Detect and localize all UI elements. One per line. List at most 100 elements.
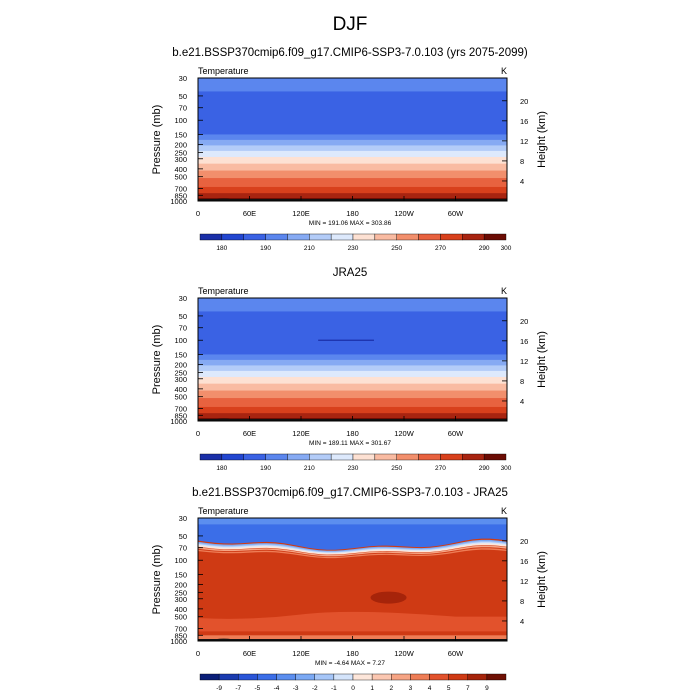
pressure-tick-label: 200: [174, 141, 187, 150]
colorbar-label: 0: [351, 685, 355, 692]
colorbar-swatch: [221, 453, 244, 461]
colorbar-swatch: [396, 233, 419, 241]
lon-tick-label: 60W: [448, 649, 464, 658]
colorbar-label: 270: [435, 465, 446, 472]
colorbar: 180 190 210 230 250 270 290 300: [199, 233, 512, 252]
temp-band-6: [198, 150, 507, 158]
temp-band-8: [198, 383, 507, 392]
temp-band-4: [198, 139, 507, 146]
panel-title: b.e21.BSSP370cmip6.f09_g17.CMIP6-SSP3-7.…: [172, 47, 528, 59]
pressure-tick-label: 400: [174, 165, 187, 174]
height-tick-label: 8: [520, 597, 524, 606]
temp-band-5: [198, 145, 507, 152]
lon-tick-label: 60W: [448, 209, 464, 218]
lon-tick-label: 60E: [243, 429, 256, 438]
colorbar-swatch: [396, 453, 419, 461]
contour-field: [198, 298, 507, 421]
pressure-tick-label: 700: [174, 404, 187, 413]
lon-tick-label: 180: [346, 209, 359, 218]
pressure-tick-label: 850: [174, 191, 187, 200]
pressure-tick-label: 150: [174, 130, 187, 139]
temp-band-3: [198, 354, 507, 361]
colorbar-label: 5: [447, 685, 451, 692]
pressure-tick-label: 30: [179, 74, 187, 83]
pressure-tick-label: 250: [174, 588, 187, 597]
height-tick-label: 8: [520, 157, 524, 166]
colorbar-swatch: [287, 453, 310, 461]
pressure-tick-label: 300: [174, 375, 187, 384]
diff-cold-stratosphere: [198, 518, 507, 550]
lon-tick-label: 0: [196, 649, 200, 658]
pressure-tick-label: 400: [174, 385, 187, 394]
temp-band-12: [198, 193, 507, 199]
temp-band-9: [198, 390, 507, 399]
temp-band-3: [198, 134, 507, 141]
diff-transition-3: [198, 543, 507, 555]
colorbar: -9 -7 -5 -4 -3 -2 -1 0 1 2 3 4 5 7 9: [199, 673, 507, 692]
height-tick-label: 12: [520, 357, 528, 366]
colorbar-swatch: [374, 233, 397, 241]
pressure-tick-label: 100: [174, 556, 187, 565]
diff-transition-5: [198, 548, 507, 559]
colorbar-label: 210: [304, 245, 315, 252]
temp-band-10: [198, 178, 507, 188]
pressure-tick-label: 100: [174, 116, 187, 125]
colorbar-swatch: [333, 673, 354, 681]
temp-band-11: [198, 186, 507, 194]
pressure-tick-label: 70: [179, 104, 187, 113]
temp-band-1: [198, 91, 507, 98]
lon-tick-label: 60W: [448, 429, 464, 438]
temp-band-8: [198, 163, 507, 172]
colorbar-label: -5: [254, 685, 260, 692]
temp-band-7: [198, 376, 507, 385]
colorbar-label: 230: [348, 245, 359, 252]
lon-tick-label: 0: [196, 429, 200, 438]
pressure-tick-label: 500: [174, 393, 187, 402]
temp-band-9: [198, 170, 507, 179]
y-axis-right-title: Height (km): [536, 111, 548, 168]
lon-tick-label: 120E: [292, 209, 310, 218]
y-axis-right-title: Height (km): [536, 551, 548, 608]
pressure-tick-label: 30: [179, 514, 187, 523]
lon-tick-label: 120W: [394, 209, 415, 218]
units-label: K: [501, 506, 507, 516]
height-tick-label: 4: [520, 177, 524, 186]
pressure-tick-label: 250: [174, 368, 187, 377]
colorbar-swatch: [440, 233, 463, 241]
y-axis-title: Pressure (mb): [151, 105, 163, 175]
pressure-tick-label: 500: [174, 173, 187, 182]
colorbar-swatch: [418, 233, 441, 241]
lon-tick-label: 60E: [243, 649, 256, 658]
colorbar-swatch: [418, 453, 441, 461]
height-tick-label: 20: [520, 97, 528, 106]
colorbar-swatch: [199, 453, 223, 461]
colorbar-swatch: [309, 453, 332, 461]
colorbar-label: 180: [216, 465, 227, 472]
lon-tick-label: 180: [346, 649, 359, 658]
pressure-tick-label: 200: [174, 361, 187, 370]
lon-tick-label: 0: [196, 209, 200, 218]
pressure-tick-label: 850: [174, 631, 187, 640]
colorbar-swatch: [314, 673, 335, 681]
colorbar-swatch: [243, 233, 266, 241]
temp-band-11: [198, 406, 507, 414]
colorbar-label: 2: [389, 685, 393, 692]
colorbar-label: 250: [391, 245, 402, 252]
colorbar-swatch: [352, 453, 376, 461]
lon-tick-label: 60E: [243, 209, 256, 218]
height-tick-label: 4: [520, 617, 524, 626]
colorbar-swatch: [295, 673, 315, 681]
colorbar-label: 180: [216, 245, 227, 252]
min-max-stats: MIN = -4.64 MAX = 7.27: [315, 660, 385, 667]
temp-band-5: [198, 365, 507, 372]
temp-band-12: [198, 413, 507, 419]
panel-1: b.e21.BSSP370cmip6.f09_g17.CMIP6-SSP3-7.…: [151, 47, 548, 252]
colorbar-swatch: [486, 673, 507, 681]
temp-band-1: [198, 311, 507, 318]
temp-band-0: [198, 78, 507, 92]
colorbar-label: 230: [348, 465, 359, 472]
pressure-tick-label: 300: [174, 595, 187, 604]
colorbar-label: 270: [435, 245, 446, 252]
pressure-tick-label: 850: [174, 411, 187, 420]
pressure-tick-label: 500: [174, 613, 187, 622]
